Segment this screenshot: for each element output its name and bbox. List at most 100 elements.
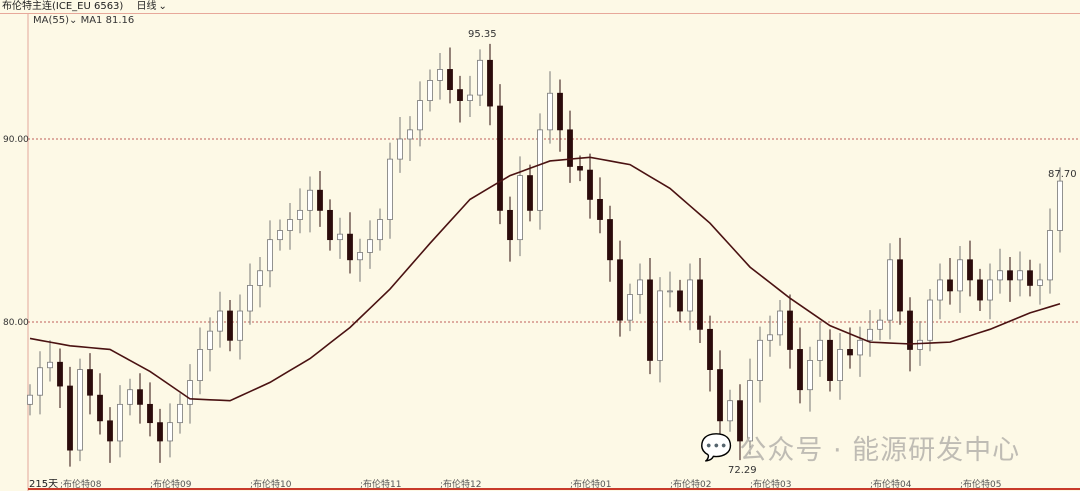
candle-up [267,239,273,272]
candle-down [507,209,513,241]
period-select[interactable]: 日线 [136,1,157,12]
candle-up [667,290,673,293]
x-tick-label: ;布伦特09 [150,478,192,490]
symbol-title[interactable]: 布伦特主连(ICE_EU 6563) [2,1,124,12]
candle-down [607,219,613,261]
candle-up [27,394,33,405]
candle-up [957,259,963,292]
candle-up [117,403,123,442]
candle-up [817,339,823,361]
candle-up [1057,180,1063,231]
candle-up [407,129,413,140]
candle-down [827,339,833,381]
candle-up [637,279,643,295]
ma-name[interactable]: MA(55) [33,15,69,26]
wechat-icon: 💬 [700,432,734,463]
candle-up [987,279,993,301]
candle-down [487,59,493,107]
candle-up [1047,230,1053,281]
candle-down [677,290,683,312]
candle-down [647,279,653,361]
candle-up [627,294,633,321]
candle-down [797,349,803,391]
candle-up [767,334,773,341]
candle-down [137,389,143,405]
price-annotation: 95.35 [468,29,497,40]
candle-up [257,270,263,286]
candle-up [867,328,873,341]
watermark-text: 公众号 · 能源研发中心 [739,435,1021,466]
candle-down [317,189,323,211]
candle-down [737,400,743,442]
candle-down [587,169,593,200]
y-tick-label: 80.00 [3,318,29,328]
candle-down [907,310,913,350]
candle-up [417,100,423,131]
candle-down [717,369,723,422]
candle-down [527,175,533,211]
candle-up [437,69,443,81]
candle-up [47,361,53,369]
candle-down [457,89,463,101]
candle-up [917,339,923,350]
candle-up [167,422,173,442]
candle-down [697,279,703,330]
days-count: 215天 [29,479,58,490]
candle-down [597,198,603,220]
price-annotation: 87.70 [1048,169,1077,180]
candle-down [577,166,583,171]
candle-down [787,310,793,350]
candle-down [1007,270,1013,281]
chevron-down-icon[interactable]: ⌄ [158,1,167,12]
ma-label: MA1 [80,15,103,26]
candle-down [1027,270,1033,286]
x-tick-label: ;布伦特08 [60,478,102,490]
candle-up [747,380,753,442]
candle-up [387,158,393,220]
candle-down [67,385,73,451]
candle-up [537,129,543,211]
candle-up [277,230,283,241]
x-tick-label: ;布伦特10 [250,478,292,490]
candle-up [207,330,213,350]
candle-up [197,349,203,381]
chevron-down-icon[interactable]: ⌄ [69,15,78,26]
candle-down [947,279,953,292]
candle-up [727,400,733,422]
candle-up [377,219,383,241]
candle-up [1017,270,1023,281]
candle-down [57,361,63,387]
x-tick-label: ;布伦特11 [360,478,402,490]
candle-down [847,349,853,356]
candle-down [977,279,983,301]
price-annotation: 72.29 [728,465,757,476]
candle-up [657,290,663,361]
candle-down [447,69,453,90]
candle-up [547,92,553,131]
candle-up [37,367,43,396]
candle-up [427,80,433,101]
candle-down [97,394,103,422]
candle-up [467,94,473,101]
x-tick-label: ;布伦特05 [960,478,1002,490]
candle-up [997,270,1003,281]
x-tick-label: ;布伦特04 [870,478,912,490]
candle-up [687,279,693,312]
candle-down [157,422,163,442]
x-tick-label: ;布伦特03 [750,478,792,490]
x-tick-label: ;布伦特01 [570,478,612,490]
candle-up [287,219,293,231]
candle-up [237,310,243,341]
candle-up [937,279,943,301]
candle-up [887,259,893,321]
ma55-line [29,156,1061,402]
candle-down [557,92,563,131]
candle-down [567,129,573,167]
candle-down [617,259,623,321]
candle-down [707,328,713,370]
chart-header: 布伦特主连(ICE_EU 6563) 日线 ⌄ [0,0,1080,14]
ma-legend: MA(55)⌄ MA1 81.16 [33,15,134,26]
candle-up [297,209,303,220]
candle-down [967,259,973,281]
